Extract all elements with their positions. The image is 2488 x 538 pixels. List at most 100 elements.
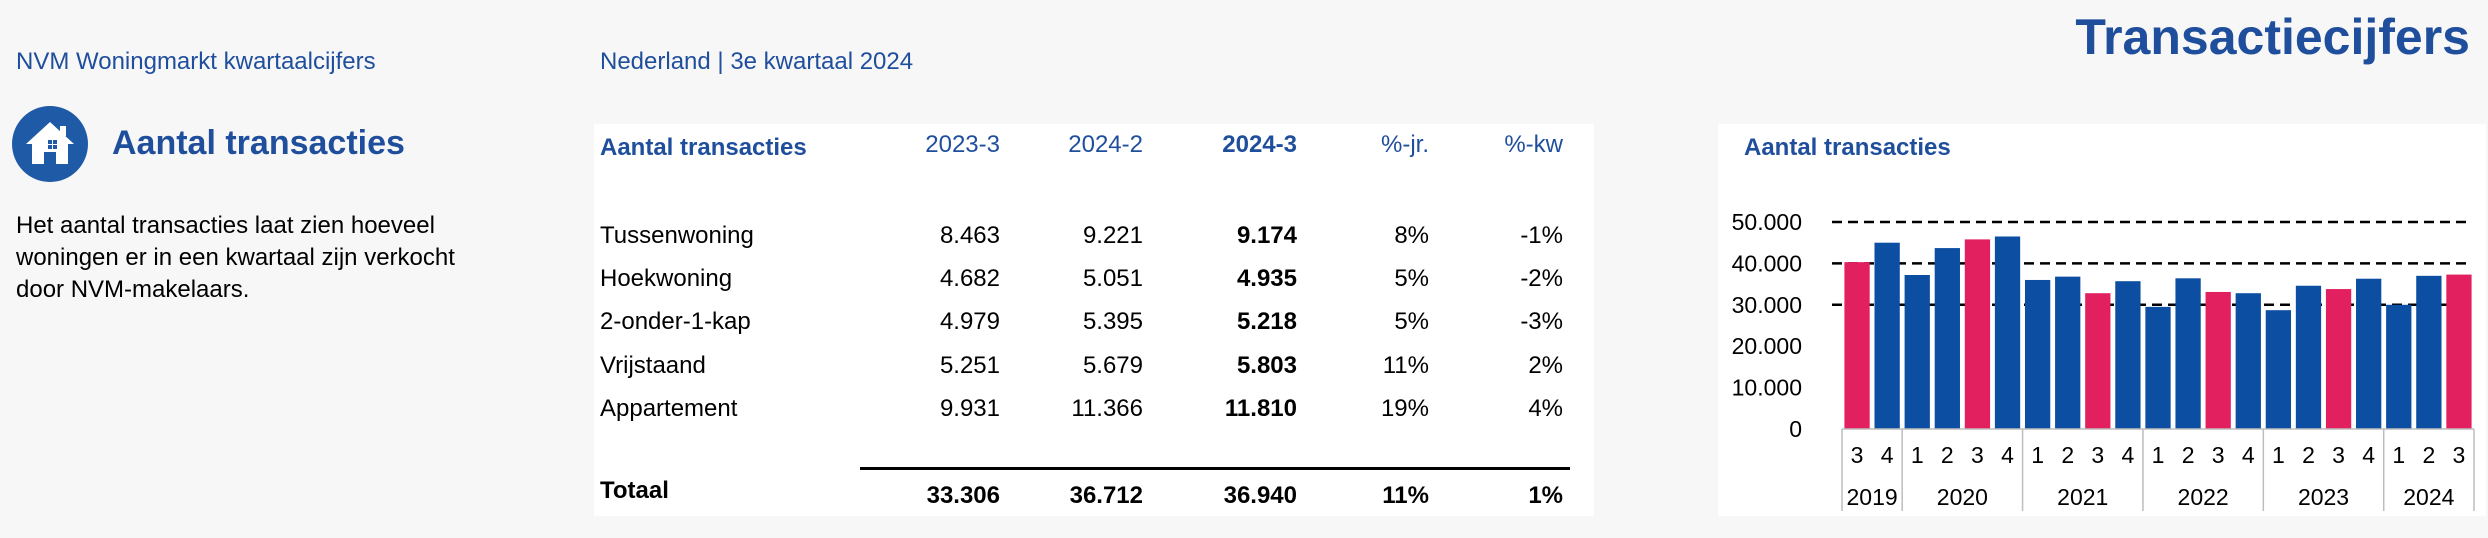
region-period: Nederland | 3e kwartaal 2024 [600, 48, 914, 75]
bar [1844, 262, 1870, 429]
bar [2325, 289, 2352, 429]
table-cell: -3% [1520, 308, 1563, 335]
table-row-label: 2-onder-1-kap [600, 308, 751, 335]
bar [2055, 276, 2081, 429]
table-row-label: Hoekwoning [600, 265, 733, 292]
section-description: Het aantal transacties laat zien hoeveel… [16, 212, 455, 303]
table-header-col: 2024-3 [1222, 131, 1297, 158]
x-tick-label: 1 [2272, 442, 2285, 468]
x-tick-label: 3 [1971, 442, 1984, 468]
table-cell: 4.979 [939, 308, 1000, 335]
x-tick-label: 4 [2122, 442, 2135, 468]
bar [2416, 275, 2442, 429]
table-total-cell: 11% [1382, 482, 1429, 509]
y-tick-label: 10.000 [1732, 375, 1802, 401]
table-header-col: %-kw [1504, 131, 1563, 158]
x-tick-label: 3 [2091, 442, 2104, 468]
y-tick-label: 20.000 [1732, 333, 1802, 359]
table-panel [594, 124, 1594, 516]
table-cell: 11.366 [1071, 395, 1143, 422]
x-tick-label: 1 [2152, 442, 2165, 468]
table-cell: 4.682 [939, 265, 1000, 292]
table-cell: 4% [1528, 395, 1563, 422]
y-tick-label: 40.000 [1732, 250, 1802, 276]
bar [2446, 274, 2472, 429]
table-header-col: 2024-2 [1068, 131, 1143, 158]
table-cell: 5.395 [1082, 308, 1143, 335]
bar [2205, 291, 2231, 429]
x-tick-label: 2 [1941, 442, 1954, 468]
table-total-cell: 33.306 [926, 482, 1000, 509]
table-total-cell: 36.712 [1069, 482, 1143, 509]
table-header-col: %-jr. [1381, 131, 1429, 158]
x-tick-label: 2 [2182, 442, 2195, 468]
x-tick-label: 4 [2362, 442, 2375, 468]
table-cell: -2% [1520, 265, 1563, 292]
bar [2265, 310, 2292, 429]
x-tick-label: 4 [2001, 442, 2014, 468]
year-label: 2020 [1937, 484, 1988, 510]
y-tick-label: 0 [1789, 416, 1802, 442]
bar [1874, 242, 1900, 429]
bar [2175, 278, 2201, 429]
table-total-label: Totaal [600, 477, 669, 504]
x-tick-label: 3 [2212, 442, 2225, 468]
x-tick-label: 1 [2031, 442, 2044, 468]
table-cell: 5.218 [1236, 308, 1297, 335]
section-title: Aantal transacties [112, 124, 405, 162]
year-label: 2022 [2178, 484, 2229, 510]
x-tick-label: 3 [1851, 442, 1864, 468]
y-tick-label: 30.000 [1732, 292, 1802, 318]
bar [2145, 306, 2171, 429]
bar [1994, 236, 2021, 429]
report-subtitle: NVM Woningmarkt kwartaalcijfers [16, 48, 376, 75]
table-cell: 5.803 [1236, 352, 1297, 379]
chart-title: Aantal transacties [1744, 134, 1951, 161]
bar [1904, 274, 1930, 429]
table-cell: -1% [1520, 222, 1563, 249]
table-row-label: Appartement [600, 395, 738, 422]
table-cell: 5% [1394, 265, 1429, 292]
x-tick-label: 2 [2061, 442, 2074, 468]
bar [2386, 304, 2412, 429]
year-label: 2023 [2298, 484, 2349, 510]
total-divider [860, 467, 1570, 470]
table-row-label: Tussenwoning [600, 222, 754, 249]
table-header-col: 2023-3 [925, 131, 1000, 158]
x-tick-label: 3 [2453, 442, 2466, 468]
year-label: 2021 [2057, 484, 2108, 510]
table-cell: 2% [1528, 352, 1563, 379]
y-tick-label: 50.000 [1732, 209, 1802, 235]
table-cell: 9.174 [1236, 222, 1297, 249]
table-cell: 5.251 [939, 352, 1000, 379]
table-cell: 9.931 [939, 395, 1000, 422]
table-total-cell: 1% [1528, 482, 1563, 509]
x-tick-label: 2 [2422, 442, 2435, 468]
bar [2235, 293, 2261, 429]
table-header-label: Aantal transacties [600, 134, 807, 161]
bar [1934, 248, 1960, 429]
bar [2356, 278, 2382, 429]
bar [2085, 293, 2111, 429]
table-cell: 9.221 [1082, 222, 1143, 249]
house-icon [12, 106, 88, 182]
table-cell: 5.679 [1082, 352, 1143, 379]
table-cell: 4.935 [1236, 265, 1297, 292]
year-label: 2019 [1847, 484, 1898, 510]
bar [2295, 285, 2322, 429]
x-tick-label: 1 [2392, 442, 2405, 468]
table-cell: 5% [1394, 308, 1429, 335]
table-cell: 5.051 [1082, 265, 1143, 292]
x-tick-label: 4 [2242, 442, 2255, 468]
bar [2024, 279, 2051, 429]
year-label: 2024 [2403, 484, 2454, 510]
table-row-label: Vrijstaand [600, 352, 706, 379]
table-cell: 11% [1382, 352, 1429, 379]
table-cell: 19% [1380, 395, 1429, 422]
table-total-cell: 36.940 [1223, 482, 1297, 509]
x-tick-label: 2 [2302, 442, 2315, 468]
x-tick-label: 1 [1911, 442, 1924, 468]
bar [2115, 281, 2141, 429]
table-cell: 8% [1394, 222, 1429, 249]
